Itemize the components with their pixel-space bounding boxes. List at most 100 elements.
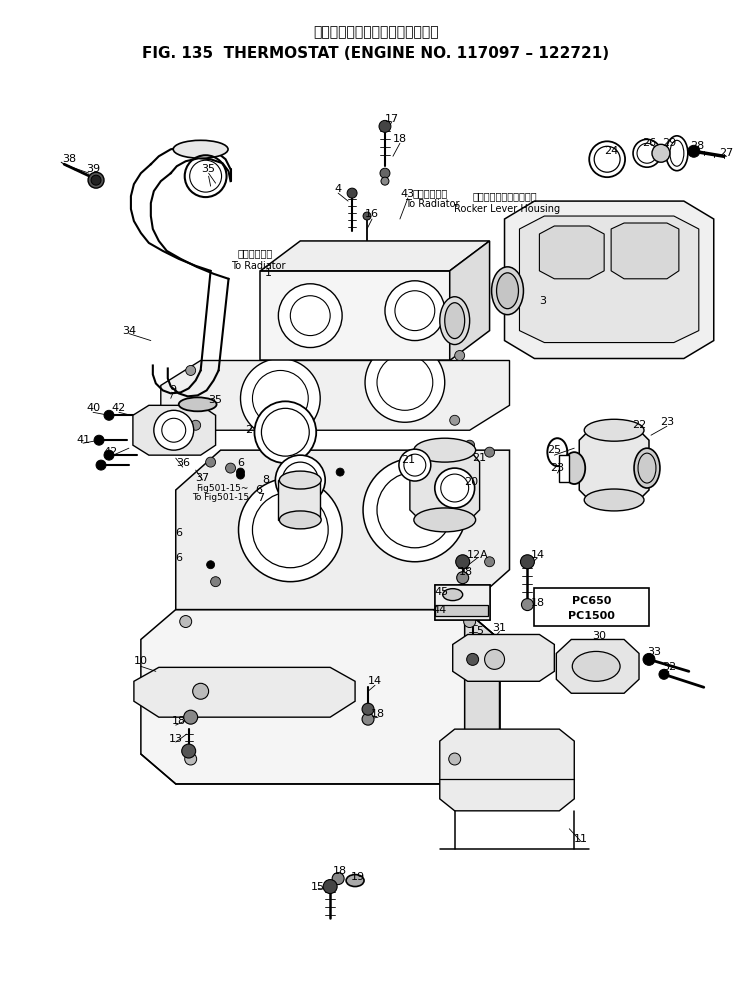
- Circle shape: [183, 710, 198, 724]
- Circle shape: [238, 478, 342, 582]
- Text: 23: 23: [660, 417, 674, 427]
- Polygon shape: [141, 610, 499, 783]
- Circle shape: [450, 415, 459, 425]
- Ellipse shape: [399, 450, 431, 481]
- Polygon shape: [134, 667, 355, 717]
- Text: 33: 33: [647, 647, 661, 657]
- Ellipse shape: [346, 874, 364, 886]
- Ellipse shape: [634, 449, 660, 488]
- Ellipse shape: [254, 401, 317, 463]
- Ellipse shape: [496, 273, 518, 308]
- Text: 4: 4: [335, 184, 341, 194]
- Ellipse shape: [414, 508, 475, 532]
- Text: 30: 30: [592, 631, 606, 641]
- Text: 36: 36: [176, 458, 190, 468]
- Ellipse shape: [633, 139, 661, 167]
- Polygon shape: [579, 430, 649, 500]
- Circle shape: [449, 753, 461, 765]
- Text: 32: 32: [662, 662, 676, 673]
- Text: 6: 6: [175, 528, 182, 537]
- Text: 16: 16: [365, 209, 379, 219]
- Text: 3: 3: [539, 295, 546, 305]
- Polygon shape: [505, 202, 714, 359]
- Ellipse shape: [444, 302, 465, 339]
- Text: 23: 23: [550, 463, 565, 473]
- Ellipse shape: [443, 589, 462, 601]
- Bar: [535, 588, 649, 625]
- Text: 12A: 12A: [467, 549, 489, 560]
- Ellipse shape: [179, 397, 217, 411]
- Polygon shape: [453, 634, 554, 682]
- Text: 5: 5: [476, 626, 483, 636]
- Text: PC1500: PC1500: [568, 611, 614, 620]
- Circle shape: [211, 577, 220, 587]
- Text: 13: 13: [168, 734, 183, 744]
- Text: 34: 34: [122, 326, 136, 336]
- Polygon shape: [278, 480, 320, 520]
- Polygon shape: [450, 241, 490, 361]
- Circle shape: [241, 359, 320, 439]
- Text: 31: 31: [493, 622, 507, 632]
- Circle shape: [363, 212, 371, 220]
- Text: 18: 18: [459, 567, 473, 577]
- Circle shape: [467, 653, 478, 665]
- Ellipse shape: [279, 511, 321, 529]
- Circle shape: [520, 555, 535, 569]
- Text: 18: 18: [371, 709, 385, 719]
- Circle shape: [455, 351, 465, 361]
- Text: 26: 26: [642, 138, 656, 148]
- Text: 40: 40: [86, 403, 100, 413]
- Circle shape: [154, 410, 194, 451]
- Circle shape: [379, 121, 391, 132]
- Text: ラジエータへ: ラジエータへ: [412, 188, 447, 199]
- Circle shape: [104, 451, 114, 460]
- Circle shape: [193, 684, 208, 700]
- Text: 6: 6: [237, 458, 244, 468]
- Circle shape: [237, 468, 244, 476]
- Circle shape: [362, 703, 374, 715]
- Circle shape: [381, 177, 389, 185]
- Text: 21: 21: [401, 455, 415, 465]
- Ellipse shape: [563, 453, 585, 484]
- Polygon shape: [176, 451, 510, 610]
- Polygon shape: [260, 271, 450, 361]
- Text: 37: 37: [196, 473, 210, 483]
- Text: 11: 11: [575, 834, 588, 844]
- Text: 18: 18: [530, 598, 544, 608]
- Text: 27: 27: [720, 148, 734, 158]
- Text: Fig501-15~: Fig501-15~: [196, 483, 249, 493]
- Text: 19: 19: [351, 871, 365, 881]
- Text: 14: 14: [368, 677, 382, 687]
- Circle shape: [464, 616, 475, 627]
- Text: 35: 35: [208, 395, 223, 405]
- Polygon shape: [611, 223, 679, 279]
- Circle shape: [237, 471, 244, 479]
- Circle shape: [278, 284, 342, 348]
- Text: 22: 22: [632, 420, 646, 430]
- Circle shape: [185, 753, 197, 765]
- Circle shape: [362, 713, 374, 725]
- Text: 6: 6: [175, 552, 182, 563]
- Ellipse shape: [414, 439, 475, 462]
- Text: 18: 18: [333, 865, 347, 875]
- Ellipse shape: [492, 267, 523, 314]
- Polygon shape: [440, 729, 575, 811]
- Circle shape: [380, 168, 390, 178]
- Text: Rocker Lever Housing: Rocker Lever Housing: [454, 205, 560, 214]
- Circle shape: [363, 458, 467, 562]
- Circle shape: [91, 175, 101, 185]
- Circle shape: [94, 436, 104, 446]
- Ellipse shape: [275, 455, 325, 505]
- Circle shape: [465, 441, 475, 451]
- Circle shape: [205, 457, 216, 467]
- Text: 42: 42: [112, 403, 126, 413]
- Circle shape: [323, 879, 337, 893]
- Ellipse shape: [440, 296, 470, 345]
- Text: FIG. 135  THERMOSTAT (ENGINE NO. 117097 – 122721): FIG. 135 THERMOSTAT (ENGINE NO. 117097 –…: [142, 46, 610, 61]
- Text: 1: 1: [265, 268, 272, 278]
- Text: 18: 18: [393, 134, 407, 144]
- Circle shape: [186, 366, 196, 375]
- Polygon shape: [559, 455, 569, 482]
- Ellipse shape: [435, 468, 475, 508]
- Text: ロッカレバーハウジング: ロッカレバーハウジング: [472, 191, 537, 202]
